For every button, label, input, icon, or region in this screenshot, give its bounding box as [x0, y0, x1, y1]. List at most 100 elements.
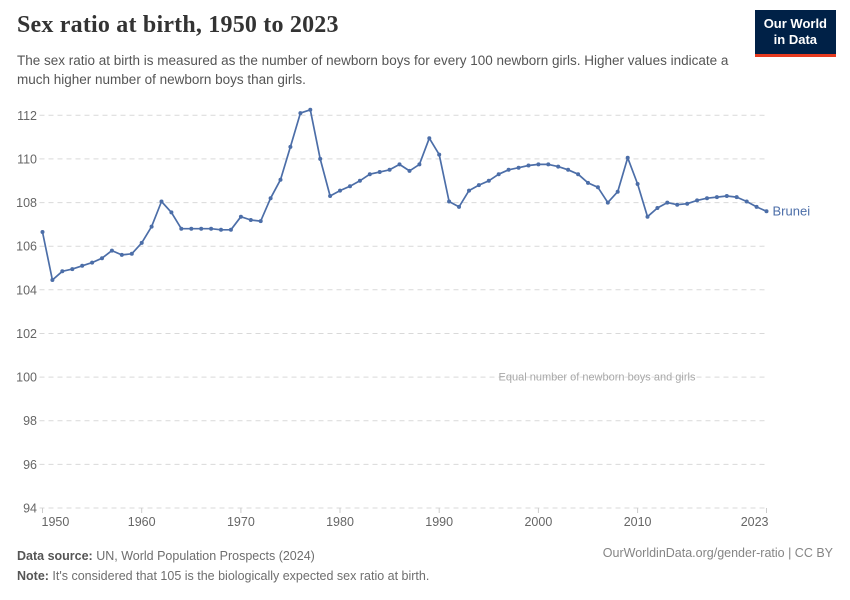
data-point[interactable]: [546, 162, 551, 167]
data-point[interactable]: [377, 170, 382, 174]
data-point[interactable]: [536, 162, 541, 167]
data-point[interactable]: [605, 200, 610, 205]
data-point[interactable]: [586, 180, 590, 185]
chart-subtitle: The sex ratio at birth is measured as th…: [17, 53, 729, 87]
data-point[interactable]: [100, 256, 104, 261]
data-point[interactable]: [209, 226, 214, 231]
data-point[interactable]: [407, 168, 412, 173]
data-point[interactable]: [219, 227, 223, 232]
data-point[interactable]: [159, 199, 164, 204]
data-point[interactable]: [506, 167, 511, 172]
data-source-text: UN, World Population Prospects (2024): [92, 549, 315, 563]
x-tick-label: 1950: [42, 515, 70, 529]
series-label-brunei[interactable]: Brunei: [773, 203, 811, 218]
brunei-line-series[interactable]: [41, 108, 767, 281]
data-point[interactable]: [754, 204, 759, 209]
data-point[interactable]: [516, 165, 521, 170]
data-point[interactable]: [437, 152, 442, 157]
data-point[interactable]: [80, 263, 85, 268]
y-tick-label: 96: [23, 458, 37, 472]
data-point[interactable]: [70, 267, 75, 272]
chart-url-license[interactable]: OurWorldinData.org/gender-ratio | CC BY: [602, 546, 833, 560]
data-point[interactable]: [367, 172, 372, 177]
data-point[interactable]: [119, 252, 124, 257]
data-point[interactable]: [764, 209, 769, 214]
data-point[interactable]: [149, 224, 154, 229]
data-point[interactable]: [338, 188, 342, 193]
data-point[interactable]: [189, 226, 194, 231]
x-tick-label: 1980: [326, 515, 354, 529]
data-point[interactable]: [665, 200, 670, 205]
data-point[interactable]: [60, 269, 65, 274]
data-point[interactable]: [318, 156, 323, 161]
data-point[interactable]: [328, 194, 333, 198]
data-source-line: Data source: UN, World Population Prospe…: [17, 546, 429, 566]
data-point[interactable]: [387, 167, 392, 172]
data-point[interactable]: [417, 162, 422, 167]
data-point[interactable]: [357, 178, 362, 183]
data-point[interactable]: [655, 206, 660, 210]
data-point[interactable]: [278, 177, 283, 182]
data-point[interactable]: [109, 248, 114, 253]
data-point[interactable]: [50, 278, 55, 282]
y-tick-label: 100: [16, 371, 37, 385]
data-point[interactable]: [705, 196, 709, 201]
data-point[interactable]: [228, 227, 233, 232]
data-point[interactable]: [695, 198, 700, 203]
chart-footer: Data source: UN, World Population Prospe…: [17, 546, 429, 587]
data-point[interactable]: [139, 240, 144, 245]
x-tick-label: 1960: [128, 515, 156, 529]
data-point[interactable]: [40, 230, 45, 234]
data-point[interactable]: [744, 199, 749, 204]
data-point[interactable]: [595, 185, 600, 190]
owid-logo-line2: in Data: [773, 32, 818, 48]
data-point[interactable]: [675, 202, 680, 207]
y-tick-label: 106: [16, 240, 37, 254]
data-point[interactable]: [427, 136, 432, 141]
data-point[interactable]: [635, 182, 640, 186]
owid-logo-line1: Our World: [763, 16, 827, 31]
data-point[interactable]: [298, 111, 303, 116]
data-point[interactable]: [248, 218, 253, 222]
data-point[interactable]: [734, 195, 739, 200]
data-point[interactable]: [238, 214, 243, 219]
data-point[interactable]: [258, 219, 263, 224]
note-text: It's considered that 105 is the biologic…: [48, 569, 430, 584]
data-point[interactable]: [288, 144, 293, 149]
data-point[interactable]: [467, 188, 471, 193]
data-point[interactable]: [724, 194, 729, 198]
chart-title: Sex ratio at birth, 1950 to 2023: [17, 12, 339, 38]
data-point[interactable]: [576, 172, 581, 177]
data-point[interactable]: [447, 199, 452, 204]
data-point[interactable]: [556, 164, 561, 169]
y-tick-label: 110: [17, 152, 37, 166]
data-point[interactable]: [685, 201, 690, 206]
data-point[interactable]: [199, 226, 204, 231]
chart-plot-area: 94 96 98 100 102 104 106 108 110 112 1950 1960 1970 1…: [16, 107, 811, 529]
note-label: Note:: [17, 569, 49, 584]
data-point[interactable]: [526, 163, 531, 168]
data-point[interactable]: [566, 167, 571, 172]
data-point[interactable]: [476, 183, 481, 188]
data-source-label: Data source:: [17, 549, 93, 563]
data-point[interactable]: [457, 204, 461, 209]
data-point[interactable]: [486, 178, 491, 183]
owid-logo[interactable]: Our World in Data: [754, 10, 836, 57]
data-point[interactable]: [129, 251, 134, 256]
data-point[interactable]: [615, 189, 620, 194]
data-point[interactable]: [179, 226, 184, 231]
data-point[interactable]: [645, 214, 650, 219]
data-point[interactable]: [714, 195, 719, 200]
equal-ratio-annotation: Equal number of newborn boys and girls: [499, 372, 696, 384]
data-point[interactable]: [169, 210, 174, 215]
data-point[interactable]: [308, 107, 313, 112]
x-tick-label: 2000: [524, 515, 552, 529]
data-point[interactable]: [268, 196, 273, 201]
data-point[interactable]: [625, 155, 630, 160]
data-point[interactable]: [397, 162, 402, 167]
data-point[interactable]: [496, 172, 501, 177]
data-point[interactable]: [90, 260, 95, 265]
x-tick-label: 2023: [741, 515, 769, 529]
note-line: Note: It's considered that 105 is the bi…: [17, 566, 429, 586]
data-point[interactable]: [348, 184, 352, 189]
